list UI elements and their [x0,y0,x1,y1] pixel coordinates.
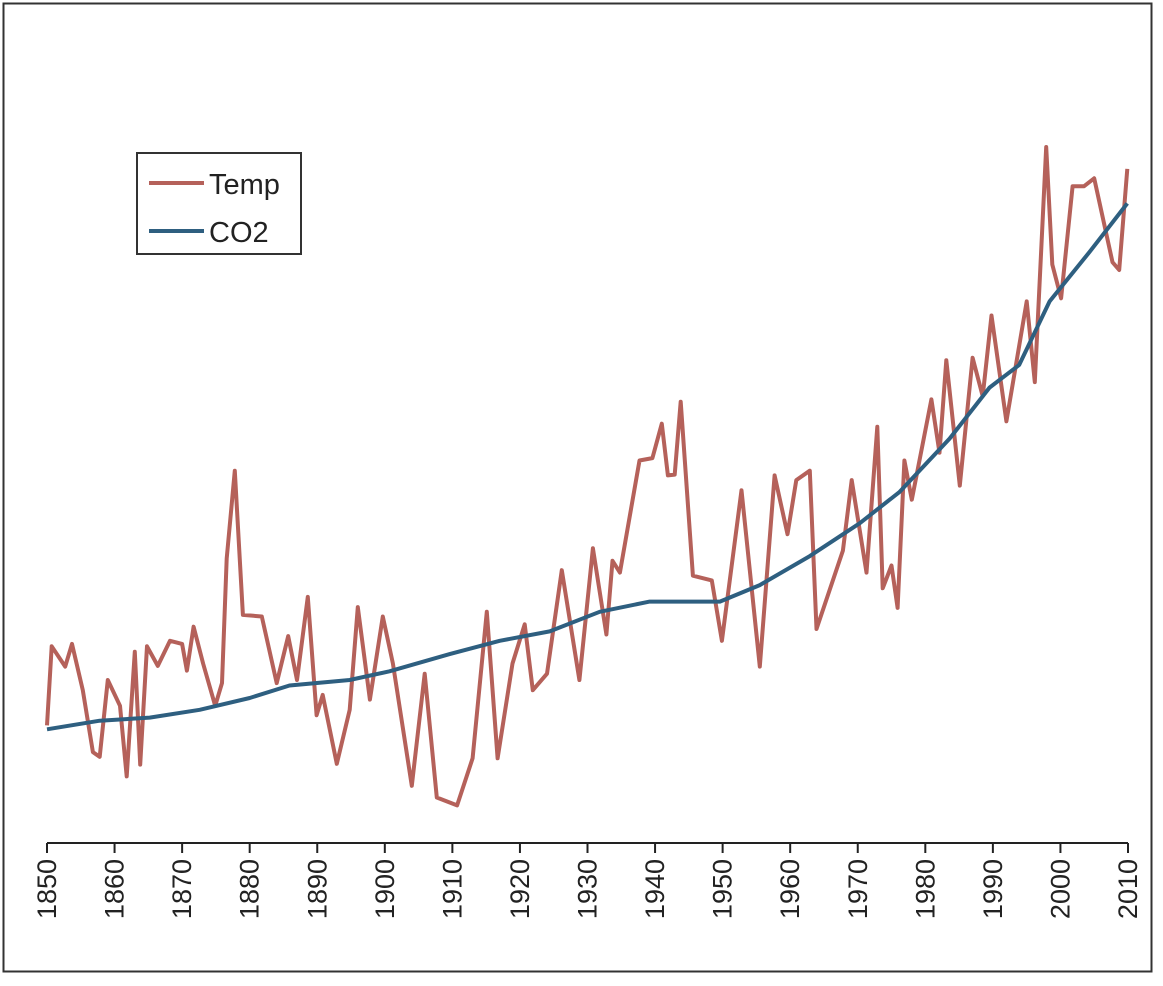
x-tick-label: 1920 [505,859,535,919]
x-tick-label: 1910 [437,859,467,919]
x-tick-label: 1980 [910,859,940,919]
legend-box [136,152,302,255]
x-tick-label: 1990 [978,859,1008,919]
x-tick-label: 2010 [1113,859,1143,919]
x-tick-label: 2000 [1045,859,1075,919]
legend: Temp CO2 [136,152,302,255]
x-axis: 1850 1860 1870 1880 1890 1900 1910 1920 1930 1940… [32,842,1143,919]
chart-frame [2,2,1153,973]
legend-label-co2: CO2 [209,217,269,249]
series-layer [45,145,1130,808]
x-tick-label: 1900 [370,859,400,919]
x-tick-label: 1960 [775,859,805,919]
x-tick-label: 1930 [573,859,603,919]
x-tick-label: 1880 [235,859,265,919]
x-tick-label: 1940 [640,859,670,919]
legend-label-temp: Temp [209,169,280,201]
x-tick-label: 1850 [32,859,62,919]
x-tick-label: 1950 [708,859,738,919]
x-tick-label: 1970 [843,859,873,919]
x-tick-label: 1890 [302,859,332,919]
series-line-co2 [46,202,1129,732]
x-tick-label: 1870 [167,859,197,919]
x-tick-label: 1860 [100,859,130,919]
